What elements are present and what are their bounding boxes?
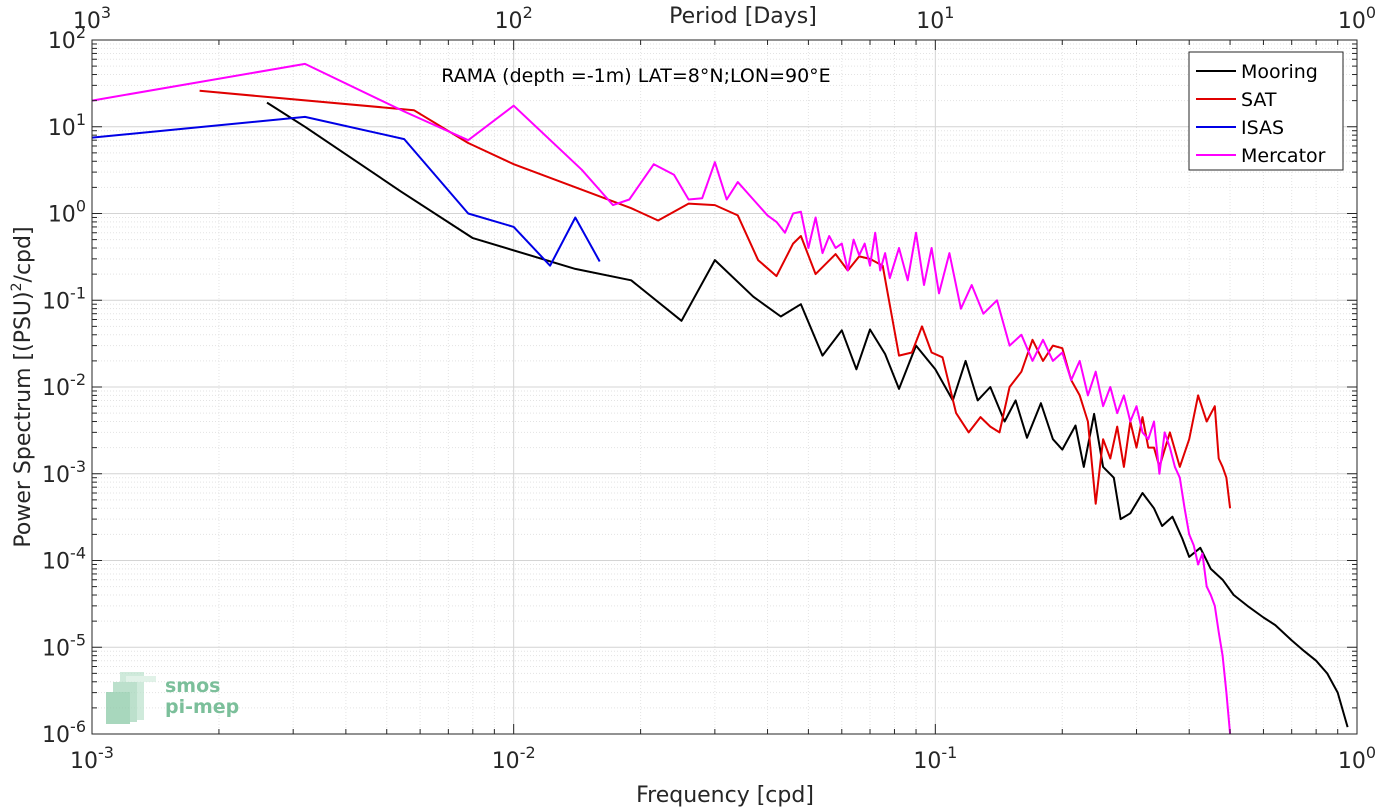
x-tick-label: 10-3	[70, 743, 114, 774]
y-tick-label: 10-3	[42, 457, 86, 488]
watermark-line-1: smos	[165, 675, 220, 697]
y-tick-label: 102	[48, 23, 86, 54]
series-line-sat	[199, 89, 1232, 509]
y-tick-label: 10-4	[42, 544, 86, 575]
legend-label-isas: ISAS	[1241, 117, 1284, 139]
chart-annotation: RAMA (depth =-1m) LAT=8°N;LON=90°E	[441, 65, 830, 87]
x-tick-label: 100	[1338, 743, 1376, 774]
top-tick-label: 101	[916, 3, 954, 34]
legend-label-mooring: Mooring	[1241, 61, 1318, 83]
top-tick-label: 103	[73, 3, 111, 34]
series-line-mooring	[266, 101, 1349, 728]
y-tick-label: 10-6	[42, 717, 86, 748]
legend-label-sat: SAT	[1241, 89, 1277, 111]
x-tick-label: 10-1	[913, 743, 957, 774]
legend: Mooring SAT ISAS Mercator	[1188, 51, 1344, 171]
y-tick-label: 10-2	[42, 370, 86, 401]
watermark-logo: smos pi-mep	[106, 672, 239, 724]
watermark-line-2: pi-mep	[165, 696, 239, 718]
top-tick-labels: 103 102 101 100	[73, 3, 1376, 34]
top-tick-label: 100	[1338, 3, 1376, 34]
series-line-mercator	[91, 62, 1232, 735]
x-tick-label: 10-2	[492, 743, 536, 774]
smos-logo-icon	[106, 672, 156, 724]
x-axis-title: Frequency [cpd]	[636, 783, 814, 808]
series-line-isas	[91, 115, 601, 267]
y-tick-label: 10-5	[42, 630, 86, 661]
y-tick-label: 100	[48, 197, 86, 228]
y-tick-label: 101	[48, 110, 86, 141]
top-axis-title: Period [Days]	[669, 4, 817, 29]
y-tick-labels: 10-6 10-5 10-4 10-3 10-2 10-1 100 101 102	[42, 23, 86, 748]
y-tick-label: 10-1	[42, 283, 86, 314]
legend-label-mercator: Mercator	[1241, 145, 1326, 167]
tick-marks	[91, 39, 1358, 735]
y-axis-title: Power Spectrum [(PSU)2/cpd]	[9, 226, 36, 547]
series-layer	[91, 62, 1349, 735]
x-tick-labels: 10-3 10-2 10-1 100	[70, 743, 1376, 774]
top-tick-label: 102	[495, 3, 533, 34]
